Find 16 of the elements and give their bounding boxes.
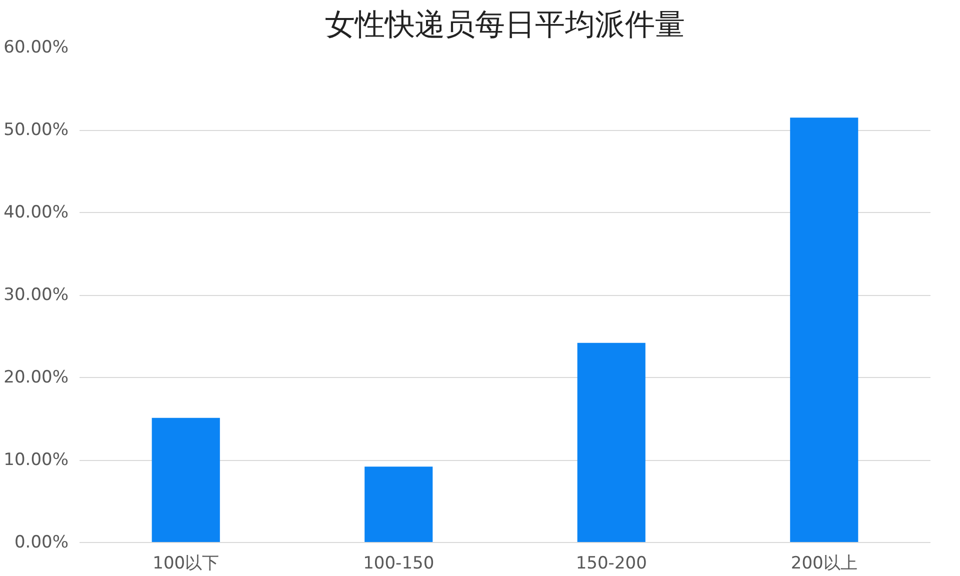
x-tick-label: 200以上 [790,554,858,574]
x-tick-label: 100以下 [152,554,220,574]
y-tick-label: 50.00% [4,120,69,140]
bar [152,418,220,542]
y-tick-label: 0.00% [14,532,69,552]
y-tick-label: 40.00% [4,202,69,222]
bar [790,118,858,542]
bar [364,466,433,542]
y-tick-label: 60.00% [4,38,69,58]
x-tick-label: 150-200 [576,554,647,574]
bar [577,342,646,542]
y-tick-label: 10.00% [4,450,69,470]
chart-title: 女性快递员每日平均派件量 [325,8,685,42]
y-tick-label: 20.00% [4,368,69,388]
y-tick-label: 30.00% [4,285,69,305]
x-tick-label: 100-150 [363,554,434,574]
